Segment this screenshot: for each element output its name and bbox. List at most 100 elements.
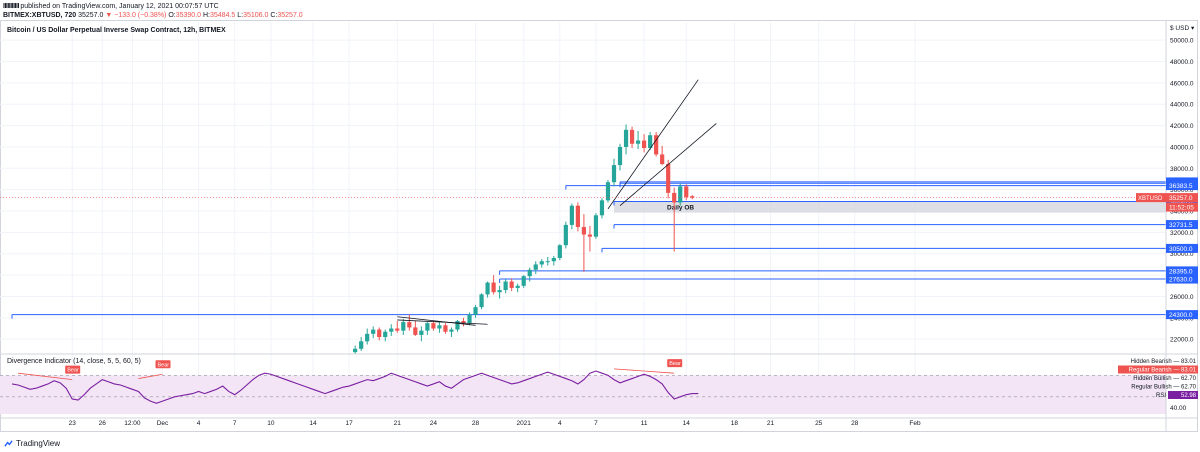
candle-body[interactable] — [563, 224, 568, 246]
open-value: 35390.0 — [175, 12, 202, 19]
level-label: 27630.0 — [1169, 277, 1193, 284]
candle-body[interactable] — [629, 129, 635, 144]
level-label: 34896.0 — [1169, 199, 1193, 206]
candle-body[interactable] — [690, 196, 695, 198]
candle-body[interactable] — [684, 186, 689, 198]
candle-body[interactable] — [648, 135, 653, 149]
footer-brand: TradingView — [16, 439, 61, 448]
candle-body[interactable] — [359, 341, 364, 349]
candle-body[interactable] — [551, 258, 556, 262]
daily-ob-label: Daily OB — [667, 205, 694, 212]
candle-body[interactable] — [642, 140, 647, 149]
price-tick-label: 36000.0 — [1170, 187, 1194, 194]
bear-tag-box — [667, 359, 683, 368]
trendline[interactable] — [397, 319, 488, 325]
price-tick-label: 32000.0 — [1170, 230, 1194, 237]
candle-body[interactable] — [533, 264, 538, 270]
rsi-value-label: Hidden Bullish — 62.70 — [1133, 376, 1196, 382]
candle-body[interactable] — [455, 321, 460, 330]
candle-body[interactable] — [605, 182, 611, 201]
rsi-title: Divergence Indicator (14, close, 5, 5, 6… — [7, 358, 141, 365]
candle-body[interactable] — [485, 282, 490, 295]
candle-body[interactable] — [443, 325, 448, 332]
candle-body[interactable] — [437, 325, 442, 329]
candle-body[interactable] — [515, 285, 520, 288]
price-pane[interactable]: Bitcoin / US Dollar Perpetual Inverse Sw… — [0, 22, 1166, 414]
candle-body[interactable] — [431, 323, 436, 329]
candle-body[interactable] — [635, 140, 641, 144]
candle-body[interactable] — [678, 186, 683, 203]
trendline[interactable] — [607, 79, 699, 210]
time-tick-label: 14 — [309, 420, 317, 427]
candle-body[interactable] — [660, 154, 665, 165]
candle-body[interactable] — [449, 329, 454, 332]
candle-body[interactable] — [503, 281, 508, 291]
time-tick-label: 25 — [815, 420, 823, 427]
candle-body[interactable] — [593, 215, 599, 237]
time-tick-label: 28 — [851, 420, 859, 427]
candle-body[interactable] — [425, 323, 430, 331]
candle-body[interactable] — [617, 146, 623, 166]
candle-body[interactable] — [575, 205, 580, 228]
price-tick-label: 44000.0 — [1170, 102, 1194, 109]
bear-divergence-line[interactable] — [613, 368, 675, 374]
candle-body[interactable] — [377, 329, 382, 338]
candle-body[interactable] — [413, 327, 418, 335]
candle-body[interactable] — [539, 261, 544, 265]
trendline[interactable] — [397, 316, 476, 326]
candle-body[interactable] — [473, 307, 478, 315]
low-value: 35106.0 — [243, 12, 269, 19]
candle-body[interactable] — [527, 269, 532, 277]
bear-divergence-line[interactable] — [17, 372, 73, 381]
candle-body[interactable] — [654, 135, 659, 155]
price-tick-label: 22000.0 — [1170, 337, 1194, 344]
candle-body[interactable] — [461, 321, 466, 324]
header-line-2: BITMEX:XBTUSD, 720 35257.0 ▼ −133.0 (−0.… — [3, 11, 303, 20]
candle-body[interactable] — [672, 192, 677, 203]
rsi-value-box — [1118, 365, 1198, 374]
level-label-box — [1166, 181, 1198, 191]
trendline[interactable] — [619, 123, 717, 206]
candle-body[interactable] — [623, 129, 629, 147]
candle-body[interactable] — [509, 281, 514, 288]
price-value: 35257.0 — [78, 12, 104, 19]
candle-body[interactable] — [599, 200, 605, 216]
footer: TradingView — [4, 439, 60, 448]
candle-body[interactable] — [389, 328, 394, 332]
bear-divergence-line[interactable] — [138, 373, 163, 379]
candle-body[interactable] — [666, 164, 671, 193]
price-change: −133.0 (−0.38%) — [114, 12, 167, 19]
price-tick-label: 42000.0 — [1170, 123, 1194, 130]
candle-body[interactable] — [407, 322, 412, 328]
rsi-pane[interactable]: Divergence Indicator (14, close, 5, 5, 6… — [0, 358, 1166, 414]
candle-body[interactable] — [383, 331, 388, 338]
time-tick-label: 24 — [430, 420, 438, 427]
candle-body[interactable] — [467, 314, 472, 324]
current-price-box — [1166, 193, 1198, 203]
candle-body[interactable] — [497, 290, 502, 293]
candle-body[interactable] — [491, 282, 496, 293]
candle-body[interactable] — [419, 330, 424, 335]
candle-body[interactable] — [479, 294, 484, 308]
candle-body[interactable] — [371, 329, 376, 334]
candle-body[interactable] — [395, 328, 400, 331]
candle-body[interactable] — [401, 322, 406, 331]
rsi-name-label: RSI — [1156, 393, 1166, 399]
rsi-value-label: Regular Bearish — 83.01 — [1129, 368, 1197, 374]
daily-ob-zone[interactable] — [614, 201, 1166, 213]
candle-body[interactable] — [365, 333, 370, 342]
candle-body[interactable] — [353, 348, 358, 353]
candle-body[interactable] — [569, 205, 574, 225]
rsi-band — [0, 375, 1166, 414]
candle-body[interactable] — [611, 165, 617, 183]
rsi-series-line[interactable] — [11, 370, 699, 404]
time-tick-label: 10 — [267, 420, 275, 427]
candle-body[interactable] — [587, 234, 593, 237]
price-change-arrow-icon: ▼ — [105, 12, 113, 19]
candle-body[interactable] — [521, 276, 526, 286]
candle-body[interactable] — [545, 261, 550, 263]
candle-body[interactable] — [557, 245, 562, 259]
candle-body[interactable] — [581, 227, 586, 235]
current-price-label: 35257.0 — [1169, 195, 1193, 202]
